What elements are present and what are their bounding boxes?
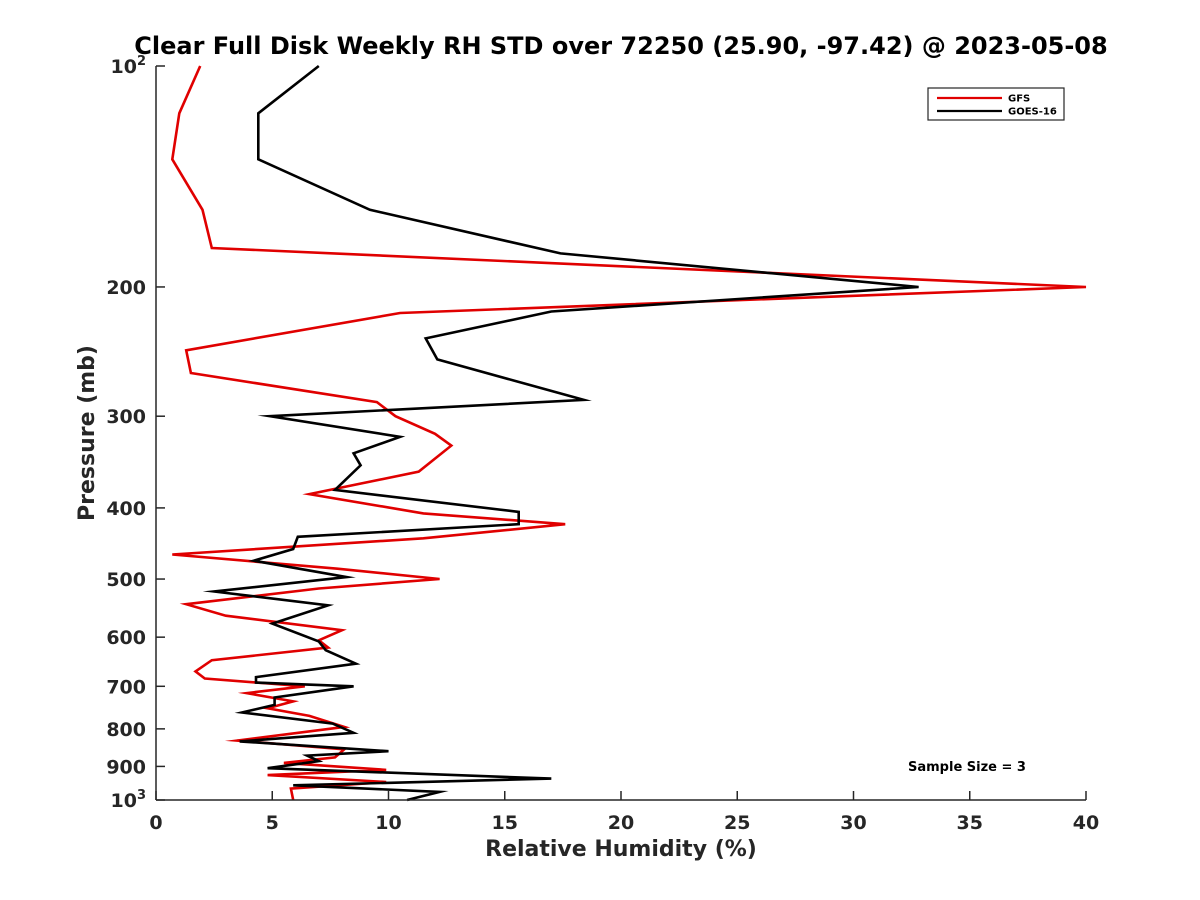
x-axis-label: Relative Humidity (%) xyxy=(485,837,757,862)
y-tick-label: 300 xyxy=(106,406,146,428)
y-tick-label: 400 xyxy=(106,498,146,520)
x-tick-label: 30 xyxy=(840,812,866,834)
x-tick-label: 5 xyxy=(266,812,279,834)
y-tick-label: 800 xyxy=(106,719,146,741)
legend-box xyxy=(927,87,1065,121)
x-tick-label: 10 xyxy=(375,812,401,834)
y-tick-label: 103 xyxy=(111,788,147,812)
x-tick-label: 40 xyxy=(1073,812,1099,834)
x-tick-label: 0 xyxy=(149,812,162,834)
legend-label-gfs: GFS xyxy=(1008,94,1030,105)
x-tick-label: 15 xyxy=(492,812,518,834)
x-tick-label: 20 xyxy=(608,812,634,834)
legend-label-goes-16: GOES-16 xyxy=(1008,107,1057,118)
y-tick-label: 102 xyxy=(111,54,147,78)
y-tick-label: 600 xyxy=(106,627,146,649)
plot-lines xyxy=(170,64,1087,802)
x-tick-label: 25 xyxy=(724,812,750,834)
sample-size-annotation: Sample Size = 3 xyxy=(908,760,1026,775)
y-tick-label: 500 xyxy=(106,569,146,591)
y-tick-label: 900 xyxy=(106,756,146,778)
ticks: 0 5 10 15 20 25 30 35 40 102 200 300 400 500 600 700 800… xyxy=(106,54,1099,834)
y-axis-label: Pressure (mb) xyxy=(75,345,100,521)
x-tick-label: 35 xyxy=(957,812,983,834)
y-tick-label: 200 xyxy=(106,277,146,299)
series-line-goes-16 xyxy=(202,64,919,802)
legend: GFS GOES-16 xyxy=(927,87,1065,121)
chart-title: Clear Full Disk Weekly RH STD over 72250… xyxy=(134,32,1107,60)
y-tick-label: 700 xyxy=(106,676,146,698)
